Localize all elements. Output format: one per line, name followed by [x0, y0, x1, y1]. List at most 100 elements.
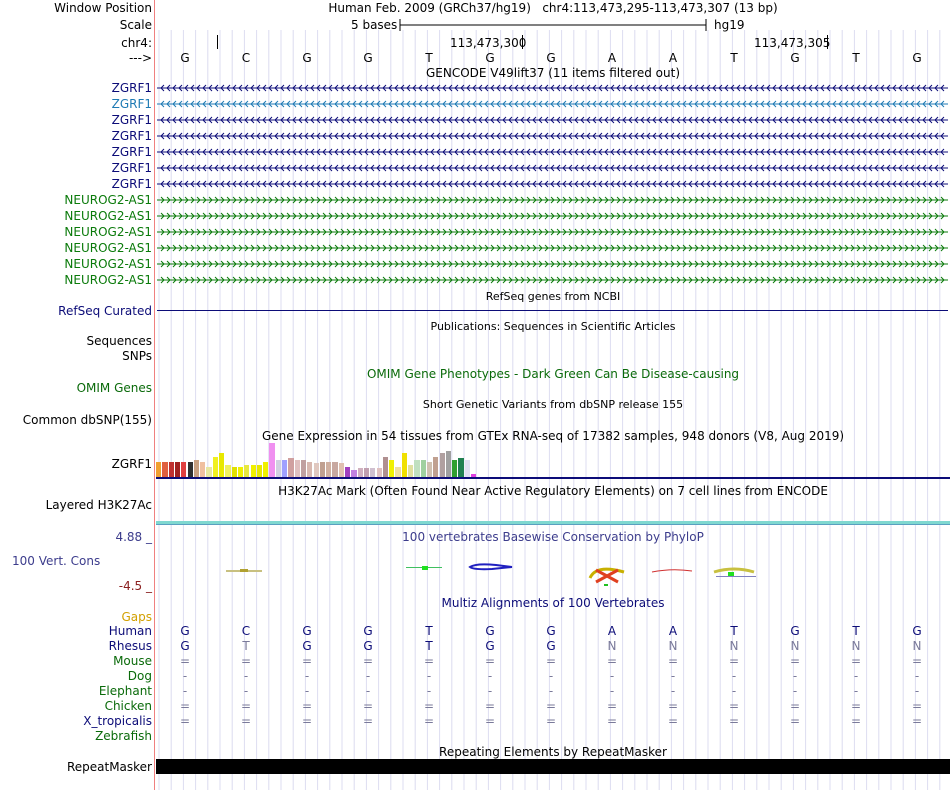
- gtex-tissue-bar[interactable]: [464, 460, 470, 477]
- gtex-tissue-bar[interactable]: [345, 467, 351, 477]
- alignment-base: =: [667, 699, 679, 713]
- gtex-tissue-bar[interactable]: [395, 467, 401, 477]
- gene-label[interactable]: ZGRF1: [111, 113, 152, 127]
- gene-label[interactable]: ZGRF1: [111, 97, 152, 111]
- gene-strand-line[interactable]: [157, 210, 948, 222]
- species-label[interactable]: Human: [108, 624, 152, 638]
- gene-strand-line[interactable]: [157, 178, 948, 190]
- gene-strand-line[interactable]: [157, 258, 948, 270]
- sequences-label[interactable]: Sequences: [86, 334, 152, 348]
- gtex-tissue-bar[interactable]: [414, 460, 420, 477]
- gene-label[interactable]: NEUROG2-AS1: [64, 225, 152, 239]
- repeatmasker-label[interactable]: RepeatMasker: [66, 760, 152, 774]
- gtex-tissue-bar[interactable]: [282, 460, 288, 477]
- gene-label[interactable]: ZGRF1: [111, 177, 152, 191]
- gtex-tissue-bar[interactable]: [300, 460, 307, 477]
- gtex-tissue-bar[interactable]: [193, 460, 200, 477]
- gtex-tissue-bar[interactable]: [439, 453, 445, 477]
- species-label[interactable]: Elephant: [98, 684, 152, 698]
- gene-strand-line[interactable]: [157, 130, 948, 142]
- gtex-tissue-bar[interactable]: [382, 457, 389, 477]
- gene-label[interactable]: NEUROG2-AS1: [64, 193, 152, 207]
- gtex-tissue-bar[interactable]: [156, 462, 162, 477]
- gene-label[interactable]: NEUROG2-AS1: [64, 257, 152, 271]
- gene-strand-line[interactable]: [157, 242, 948, 254]
- gtex-tissue-bar[interactable]: [269, 443, 275, 477]
- alignment-base: -: [365, 669, 371, 683]
- reference-base: A: [607, 51, 617, 65]
- species-label[interactable]: Chicken: [104, 699, 152, 713]
- gtex-tissue-bar[interactable]: [250, 465, 256, 477]
- gene-label[interactable]: ZGRF1: [111, 129, 152, 143]
- gene-label[interactable]: NEUROG2-AS1: [64, 209, 152, 223]
- gtex-tissue-bar[interactable]: [263, 462, 269, 477]
- gtex-tissue-bar[interactable]: [351, 470, 357, 477]
- h3k27ac-label[interactable]: Layered H3K27Ac: [45, 498, 152, 512]
- species-label[interactable]: Dog: [127, 669, 152, 683]
- gtex-tissue-bar[interactable]: [370, 468, 376, 477]
- gtex-tissue-bar[interactable]: [426, 462, 433, 477]
- species-label[interactable]: Mouse: [113, 654, 152, 668]
- gtex-tissue-bar[interactable]: [389, 460, 395, 477]
- gtex-tissue-bar[interactable]: [275, 460, 281, 477]
- gene-strand-line[interactable]: [157, 98, 948, 110]
- gene-strand-line[interactable]: [157, 82, 948, 94]
- gtex-tissue-bar[interactable]: [313, 463, 319, 477]
- gtex-tissue-bar[interactable]: [357, 468, 363, 477]
- gtex-tissue-bar[interactable]: [187, 462, 193, 477]
- gtex-tissue-bar[interactable]: [471, 474, 477, 477]
- gtex-tissue-bar[interactable]: [200, 462, 206, 477]
- gtex-tissue-bar[interactable]: [162, 462, 168, 477]
- gene-label[interactable]: ZGRF1: [111, 161, 152, 175]
- gtex-tissue-bar[interactable]: [458, 458, 464, 477]
- gtex-tissue-bar[interactable]: [433, 457, 439, 477]
- gtex-tissue-bar[interactable]: [445, 451, 452, 477]
- gtex-tissue-bar[interactable]: [338, 463, 344, 477]
- gtex-tissue-bar[interactable]: [256, 465, 263, 477]
- gtex-gene-label[interactable]: ZGRF1: [111, 457, 152, 471]
- gtex-tissue-bar[interactable]: [219, 453, 225, 477]
- gene-label[interactable]: NEUROG2-AS1: [64, 241, 152, 255]
- gtex-tissue-bar[interactable]: [288, 458, 294, 477]
- snps-label[interactable]: SNPs: [122, 349, 152, 363]
- gene-label[interactable]: ZGRF1: [111, 81, 152, 95]
- gtex-tissue-bar[interactable]: [206, 467, 212, 477]
- species-label[interactable]: Rhesus: [108, 639, 152, 653]
- refseq-label[interactable]: RefSeq Curated: [58, 304, 152, 318]
- gtex-tissue-bar[interactable]: [408, 465, 414, 477]
- gtex-tissue-bar[interactable]: [231, 467, 237, 477]
- gtex-tissue-bar[interactable]: [181, 462, 187, 477]
- dbsnp-label[interactable]: Common dbSNP(155): [22, 413, 152, 427]
- gene-label[interactable]: NEUROG2-AS1: [64, 273, 152, 287]
- omim-label[interactable]: OMIM Genes: [76, 381, 152, 395]
- alignment-base: =: [362, 654, 374, 668]
- gene-strand-line[interactable]: [157, 274, 948, 286]
- gene-strand-line[interactable]: [157, 194, 948, 206]
- gtex-tissue-bar[interactable]: [244, 465, 250, 477]
- species-label[interactable]: X_tropicalis: [83, 714, 152, 728]
- gtex-tissue-bar[interactable]: [326, 462, 332, 477]
- gene-strand-line[interactable]: [157, 114, 948, 126]
- gtex-tissue-bar[interactable]: [225, 465, 231, 477]
- gene-strand-line[interactable]: [157, 162, 948, 174]
- gtex-tissue-bar[interactable]: [319, 462, 326, 477]
- repeatmasker-element[interactable]: [156, 759, 950, 774]
- gtex-tissue-bar[interactable]: [363, 468, 370, 477]
- gene-strand-line[interactable]: [157, 226, 948, 238]
- gene-strand-line[interactable]: [157, 146, 948, 158]
- gtex-tissue-bar[interactable]: [376, 468, 382, 477]
- gtex-tissue-bar[interactable]: [420, 460, 426, 477]
- gtex-tissue-bar[interactable]: [294, 460, 300, 477]
- gtex-tissue-bar[interactable]: [332, 462, 338, 477]
- phylop-label[interactable]: 100 Vert. Cons: [12, 554, 101, 568]
- alignment-base: N: [851, 639, 861, 653]
- gtex-tissue-bar[interactable]: [168, 462, 174, 477]
- gene-label[interactable]: ZGRF1: [111, 145, 152, 159]
- gtex-tissue-bar[interactable]: [174, 462, 181, 477]
- gtex-tissue-bar[interactable]: [212, 457, 218, 477]
- gtex-tissue-bar[interactable]: [237, 467, 244, 477]
- species-label[interactable]: Zebrafish: [95, 729, 152, 743]
- gtex-tissue-bar[interactable]: [401, 453, 407, 477]
- gtex-tissue-bar[interactable]: [452, 460, 458, 477]
- gtex-tissue-bar[interactable]: [307, 462, 313, 477]
